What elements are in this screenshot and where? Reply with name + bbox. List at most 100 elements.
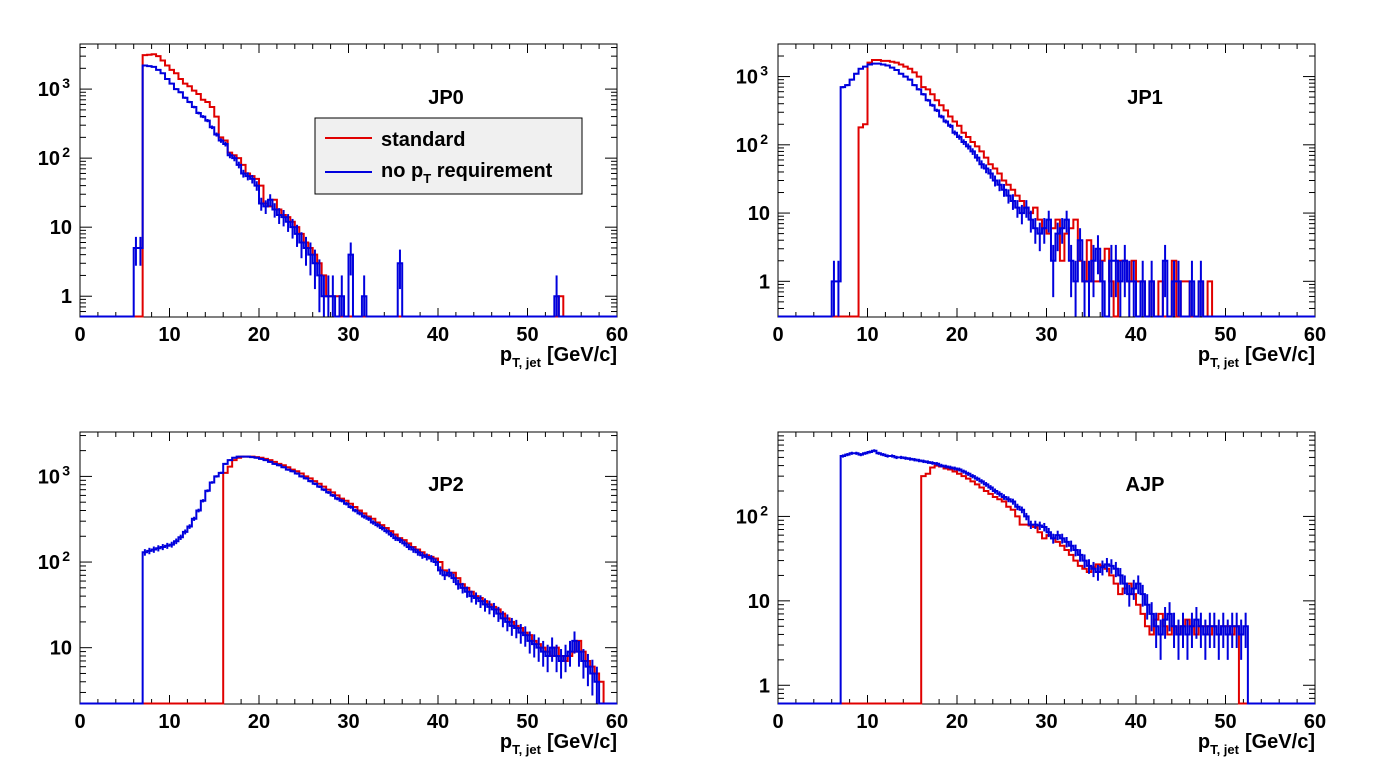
series-no-pt-requirement xyxy=(778,449,1315,705)
y-axis-ticks xyxy=(80,435,617,693)
x-axis-label-unit: [GeV/c] xyxy=(1245,731,1315,753)
x-axis-label-unit: [GeV/c] xyxy=(1245,344,1315,366)
y-tick-base: 10 xyxy=(50,638,72,660)
y-tick-base: 10 xyxy=(736,67,758,89)
x-axis-label: pT, jet [GeV/c] xyxy=(500,344,617,370)
y-tick-exponent: 2 xyxy=(62,144,70,160)
x-tick-label: 30 xyxy=(337,324,359,346)
x-tick-label: 10 xyxy=(158,324,180,346)
legend-no-pt-label: no pT requirement xyxy=(381,160,553,186)
panel-title: JP2 xyxy=(428,474,464,496)
x-tick-label: 50 xyxy=(1214,324,1236,346)
y-tick-base: 10 xyxy=(736,135,758,157)
y-axis-ticks xyxy=(778,431,1315,705)
x-axis-label-sub: T, jet xyxy=(1210,355,1240,370)
y-tick-exponent: 2 xyxy=(760,502,768,518)
x-axis-label-main: p xyxy=(1198,344,1210,366)
x-tick-label: 60 xyxy=(1304,711,1326,733)
legend-no-pt-main: no p xyxy=(381,160,423,182)
x-tick-label: 0 xyxy=(74,711,85,733)
y-tick-label: 1 xyxy=(759,271,770,293)
y-tick-label: 10 xyxy=(38,466,60,488)
series-no-pt-requirement xyxy=(80,64,617,318)
y-tick-base: 1 xyxy=(61,286,72,308)
legend-no-pt-sub: T xyxy=(423,171,431,186)
x-tick-label: 40 xyxy=(427,711,449,733)
x-tick-label: 50 xyxy=(516,324,538,346)
x-axis-label: pT, jet [GeV/c] xyxy=(1198,731,1315,757)
x-tick-label: 20 xyxy=(946,324,968,346)
x-tick-label: 20 xyxy=(248,324,270,346)
x-axis-label-unit: [GeV/c] xyxy=(547,731,617,753)
x-axis-label-main: p xyxy=(500,344,512,366)
x-tick-label: 50 xyxy=(516,711,538,733)
y-tick-label: 10 xyxy=(748,203,770,225)
y-axis-ticks xyxy=(778,43,1315,318)
y-tick-label: 1 xyxy=(61,286,72,308)
legend: standard no pT requirement xyxy=(314,117,583,195)
legend-no-pt-rest: requirement xyxy=(431,160,552,182)
x-tick-label: 10 xyxy=(158,711,180,733)
y-tick-base: 1 xyxy=(759,271,770,293)
x-tick-label: 40 xyxy=(1125,324,1147,346)
x-axis-label: pT, jet [GeV/c] xyxy=(500,731,617,757)
x-axis-label: pT, jet [GeV/c] xyxy=(1198,344,1315,370)
x-tick-label: 0 xyxy=(74,324,85,346)
y-tick-label: 1 xyxy=(759,675,770,697)
x-tick-label: 0 xyxy=(772,711,783,733)
panel-title: JP1 xyxy=(1127,87,1163,109)
x-tick-label: 60 xyxy=(606,711,628,733)
y-tick-base: 10 xyxy=(736,506,758,528)
x-tick-label: 20 xyxy=(946,711,968,733)
series-no-pt-requirement xyxy=(80,455,617,705)
y-tick-exponent: 2 xyxy=(760,131,768,147)
x-tick-label: 30 xyxy=(1035,711,1057,733)
y-tick-base: 10 xyxy=(38,148,60,170)
y-tick-base: 10 xyxy=(38,552,60,574)
x-tick-label: 50 xyxy=(1214,711,1236,733)
y-tick-exponent: 3 xyxy=(62,75,70,91)
x-axis-label-sub: T, jet xyxy=(512,742,542,757)
series-line xyxy=(778,449,1315,705)
y-tick-label: 10 xyxy=(38,552,60,574)
y-tick-base: 1 xyxy=(759,675,770,697)
panel-title: AJP xyxy=(1126,474,1165,496)
x-axis-label-sub: T, jet xyxy=(1210,742,1240,757)
x-axis-label-sub: T, jet xyxy=(512,355,542,370)
legend-standard-label: standard xyxy=(381,129,465,151)
y-tick-base: 10 xyxy=(38,79,60,101)
y-tick-label: 10 xyxy=(736,135,758,157)
x-tick-label: 30 xyxy=(1035,324,1057,346)
y-tick-label: 10 xyxy=(50,638,72,660)
x-tick-label: 40 xyxy=(1125,711,1147,733)
y-tick-label: 10 xyxy=(50,217,72,239)
y-tick-base: 10 xyxy=(50,217,72,239)
x-tick-label: 60 xyxy=(1304,324,1326,346)
y-axis-ticks xyxy=(80,47,617,318)
series-no-pt-requirement xyxy=(778,62,1315,318)
y-tick-exponent: 2 xyxy=(62,548,70,564)
legend-box xyxy=(314,117,583,195)
y-tick-label: 10 xyxy=(736,67,758,89)
x-tick-label: 10 xyxy=(856,324,878,346)
x-tick-label: 10 xyxy=(856,711,878,733)
y-tick-label: 10 xyxy=(736,506,758,528)
y-tick-exponent: 3 xyxy=(62,462,70,478)
panel-title: JP0 xyxy=(428,87,464,109)
x-tick-label: 30 xyxy=(337,711,359,733)
x-axis-label-unit: [GeV/c] xyxy=(547,344,617,366)
x-axis-label-main: p xyxy=(500,731,512,753)
y-tick-base: 10 xyxy=(748,591,770,613)
y-tick-label: 10 xyxy=(38,79,60,101)
y-tick-label: 10 xyxy=(748,591,770,613)
y-tick-label: 10 xyxy=(38,148,60,170)
x-tick-label: 0 xyxy=(772,324,783,346)
x-tick-label: 60 xyxy=(606,324,628,346)
